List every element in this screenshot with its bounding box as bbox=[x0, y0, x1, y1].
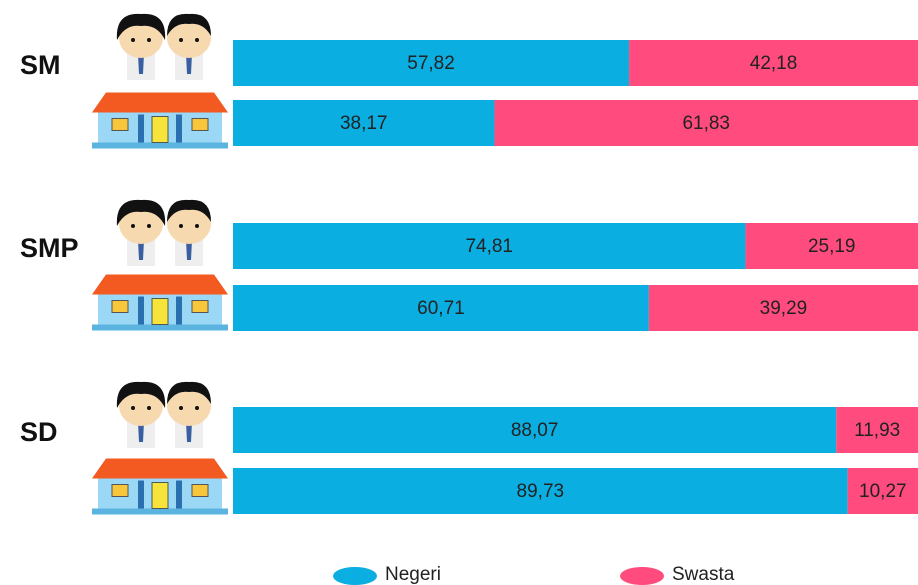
value-label: 61,83 bbox=[682, 113, 730, 134]
legend-label: Negeri bbox=[385, 564, 441, 585]
bar-segment bbox=[233, 468, 848, 514]
value-label: 88,07 bbox=[511, 420, 559, 441]
bar-segment bbox=[233, 223, 746, 269]
value-label: 42,18 bbox=[750, 53, 798, 74]
value-label: 11,93 bbox=[854, 420, 900, 441]
bar-segment bbox=[745, 223, 918, 269]
value-label: 74,81 bbox=[465, 236, 513, 257]
group-label: SM bbox=[20, 50, 61, 80]
bar-segment bbox=[233, 285, 649, 331]
bar-segment bbox=[233, 40, 630, 86]
school-icon bbox=[92, 457, 228, 516]
value-label: 57,82 bbox=[407, 53, 455, 74]
students-icon bbox=[116, 13, 211, 80]
legend-swatch bbox=[620, 567, 664, 585]
bar-segment bbox=[494, 100, 918, 146]
value-label: 89,73 bbox=[517, 481, 565, 502]
value-label: 10,27 bbox=[859, 481, 907, 502]
bar-segment bbox=[847, 468, 918, 514]
bar-segment bbox=[233, 407, 837, 453]
value-label: 38,17 bbox=[340, 113, 388, 134]
bar-segment bbox=[629, 40, 918, 86]
group-label: SMP bbox=[20, 233, 79, 263]
group-label: SD bbox=[20, 417, 58, 447]
school-icon bbox=[92, 273, 228, 332]
bar-segment bbox=[648, 285, 918, 331]
school-icon bbox=[92, 91, 228, 150]
bar-segment bbox=[836, 407, 918, 453]
value-label: 25,19 bbox=[808, 236, 856, 257]
value-label: 60,71 bbox=[417, 298, 465, 319]
legend-label: Swasta bbox=[672, 564, 735, 585]
bar-segment bbox=[233, 100, 495, 146]
students-icon bbox=[116, 381, 211, 448]
value-label: 39,29 bbox=[760, 298, 808, 319]
legend-swatch bbox=[333, 567, 377, 585]
students-icon bbox=[116, 199, 211, 266]
